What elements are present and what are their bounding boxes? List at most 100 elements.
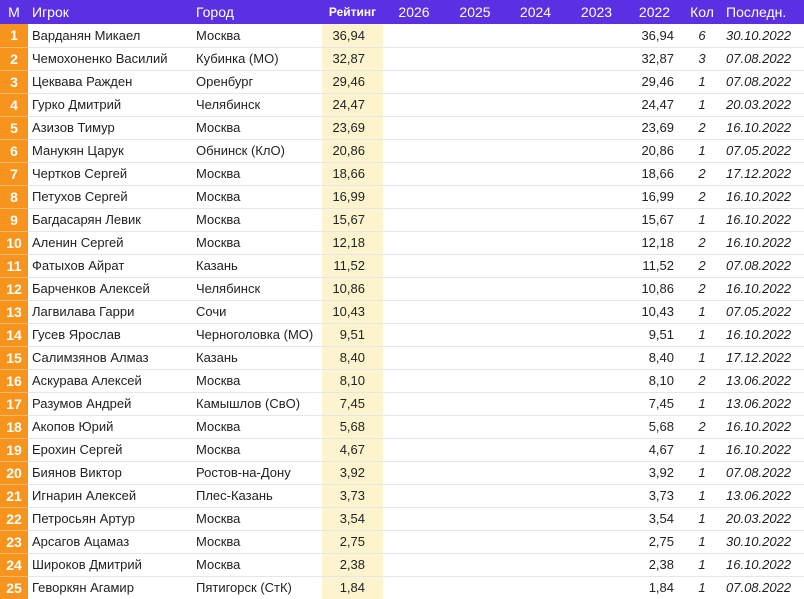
year-cell: [566, 530, 627, 554]
city: Казань: [192, 346, 322, 370]
year-cell: [566, 93, 627, 117]
count: 1: [682, 553, 722, 577]
player-name: Салимзянов Алмаз: [28, 346, 192, 370]
last-date: 16.10.2022: [722, 323, 804, 347]
player-name: Азизов Тимур: [28, 116, 192, 140]
player-name: Гусев Ярослав: [28, 323, 192, 347]
year-2022: 32,87: [627, 47, 682, 71]
player-row: 6 Манукян Царук Обнинск (КлО) 20,86 20,86 1 07…: [0, 139, 804, 163]
year-cell: [383, 47, 445, 71]
year-cell: [566, 47, 627, 71]
rating: 29,46: [322, 70, 383, 94]
rank: 12: [0, 277, 28, 301]
year-cell: [383, 461, 445, 485]
year-2022: 3,54: [627, 507, 682, 531]
rank: 9: [0, 208, 28, 232]
year-cell: [383, 139, 445, 163]
year-cell: [445, 461, 505, 485]
last-date: 16.10.2022: [722, 553, 804, 577]
city: Москва: [192, 553, 322, 577]
player-row: 22 Петросьян Артур Москва 3,54 3,54 1 20.03.20…: [0, 507, 804, 531]
last-date: 07.08.2022: [722, 70, 804, 94]
count: 1: [682, 139, 722, 163]
year-2022: 36,94: [627, 24, 682, 48]
rating: 10,43: [322, 300, 383, 324]
year-cell: [566, 277, 627, 301]
player-row: 21 Игнарин Алексей Плес-Казань 3,73 3,73 1 13.…: [0, 484, 804, 508]
player-row: 20 Биянов Виктор Ростов-на-Дону 3,92 3,92 1 07…: [0, 461, 804, 485]
city: Плес-Казань: [192, 484, 322, 508]
year-cell: [566, 300, 627, 324]
rank: 25: [0, 576, 28, 599]
year-cell: [445, 139, 505, 163]
rank: 21: [0, 484, 28, 508]
count: 1: [682, 461, 722, 485]
count: 2: [682, 185, 722, 209]
count: 2: [682, 277, 722, 301]
year-cell: [505, 70, 566, 94]
rating: 24,47: [322, 93, 383, 117]
year-cell: [566, 254, 627, 278]
year-cell: [505, 162, 566, 186]
year-2022: 7,45: [627, 392, 682, 416]
year-cell: [505, 369, 566, 393]
year-2022: 3,92: [627, 461, 682, 485]
year-2022: 4,67: [627, 438, 682, 462]
last-date: 16.10.2022: [722, 116, 804, 140]
year-cell: [383, 323, 445, 347]
year-cell: [505, 231, 566, 255]
year-2022: 16,99: [627, 185, 682, 209]
player-name: Широков Дмитрий: [28, 553, 192, 577]
year-cell: [445, 369, 505, 393]
year-cell: [505, 415, 566, 439]
year-cell: [566, 553, 627, 577]
column-header: Кол: [682, 0, 722, 24]
table-header: М Игрок Город Рейтинг 2026 2025 2024 2023 2022 Ко…: [0, 0, 804, 24]
column-header: Город: [192, 0, 322, 24]
player-row: 10 Аленин Сергей Москва 12,18 12,18 2 16.10.20…: [0, 231, 804, 255]
count: 1: [682, 300, 722, 324]
last-date: 13.06.2022: [722, 484, 804, 508]
year-cell: [383, 185, 445, 209]
count: 2: [682, 254, 722, 278]
year-cell: [383, 70, 445, 94]
year-cell: [566, 162, 627, 186]
year-2022: 18,66: [627, 162, 682, 186]
last-date: 07.05.2022: [722, 139, 804, 163]
last-date: 20.03.2022: [722, 507, 804, 531]
year-cell: [566, 438, 627, 462]
year-cell: [383, 208, 445, 232]
player-row: 19 Ерохин Сергей Москва 4,67 4,67 1 16.10.2022: [0, 438, 804, 462]
city: Черноголовка (МО): [192, 323, 322, 347]
rating: 2,75: [322, 530, 383, 554]
city: Челябинск: [192, 93, 322, 117]
year-cell: [383, 576, 445, 599]
rank: 20: [0, 461, 28, 485]
rating: 12,18: [322, 231, 383, 255]
year-cell: [383, 530, 445, 554]
year-cell: [566, 507, 627, 531]
rating: 10,86: [322, 277, 383, 301]
player-row: 9 Багдасарян Левик Москва 15,67 15,67 1 16.10.…: [0, 208, 804, 232]
rating: 18,66: [322, 162, 383, 186]
player-row: 14 Гусев Ярослав Черноголовка (МО) 9,51 9,51…: [0, 323, 804, 347]
rank: 5: [0, 116, 28, 140]
player-name: Цеквава Ражден: [28, 70, 192, 94]
rank: 17: [0, 392, 28, 416]
city: Кубинка (МО): [192, 47, 322, 71]
last-date: 17.12.2022: [722, 346, 804, 370]
year-2022: 11,52: [627, 254, 682, 278]
city: Обнинск (КлО): [192, 139, 322, 163]
player-row: 12 Барченков Алексей Челябинск 10,86 10,86 2 1…: [0, 277, 804, 301]
year-cell: [566, 392, 627, 416]
city: Пятигорск (СтК): [192, 576, 322, 599]
city: Москва: [192, 369, 322, 393]
year-cell: [445, 231, 505, 255]
year-cell: [445, 415, 505, 439]
player-row: 13 Лагвилава Гарри Сочи 10,43 10,43 1 07.05.20…: [0, 300, 804, 324]
year-cell: [566, 185, 627, 209]
year-cell: [505, 300, 566, 324]
player-row: 17 Разумов Андрей Камышлов (СвО) 7,45 7,45 1 1…: [0, 392, 804, 416]
year-2022: 24,47: [627, 93, 682, 117]
year-cell: [383, 369, 445, 393]
